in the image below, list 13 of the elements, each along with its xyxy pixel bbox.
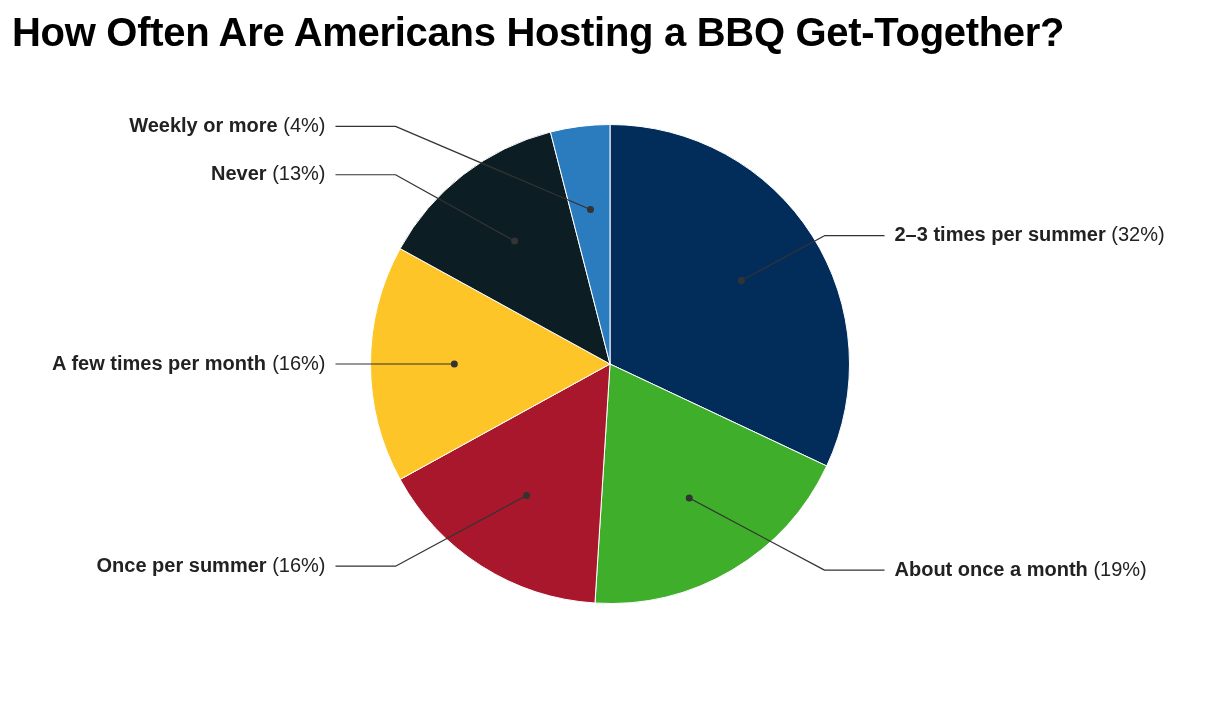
slice-label: Weekly or more — [129, 113, 284, 136]
slice-label: A few times per month — [52, 351, 272, 374]
data-label: (4%) — [283, 113, 326, 136]
slice-label: About once a month — [894, 557, 1094, 580]
slice-label: Never — [211, 162, 273, 185]
data-label: (16%) — [272, 351, 326, 374]
slice-label: Once per summer — [96, 553, 273, 576]
data-label: (16%) — [272, 553, 326, 576]
slice-label: 2–3 times per summer — [894, 223, 1112, 246]
data-label: (19%) — [1093, 557, 1147, 580]
data-label: (13%) — [272, 162, 326, 185]
chart-title: How Often Are Americans Hosting a BBQ Get-Together? — [12, 10, 1065, 55]
data-label: (32%) — [1111, 223, 1165, 246]
